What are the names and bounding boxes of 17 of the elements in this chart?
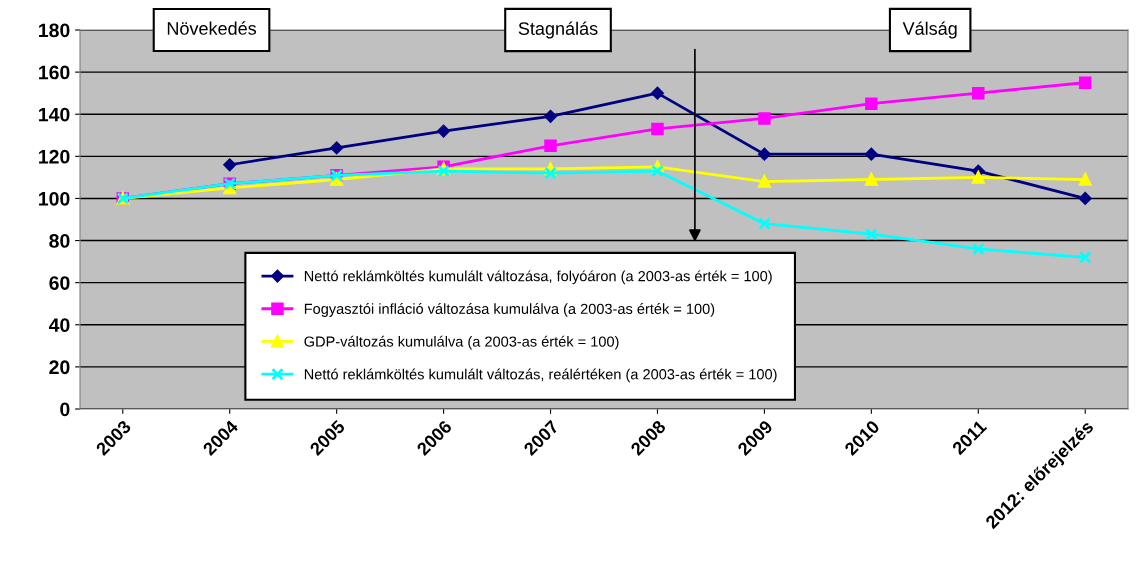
- y-tick-label: 20: [49, 360, 70, 375]
- legend-label: Nettó reklámköltés kumulált változása, folyóáron (a 2003-as érték = 100): [304, 270, 772, 285]
- annotation: Növekedés: [167, 21, 257, 35]
- y-tick-label: 120: [39, 149, 70, 164]
- y-tick-label: 80: [49, 234, 70, 248]
- legend-label: Fogyasztói infláció változása kumulálva (a 2003-as érték = 100): [304, 303, 715, 317]
- y-tick-label: 160: [39, 65, 70, 80]
- y-tick-label: 180: [39, 23, 70, 38]
- y-tick-label: 40: [48, 318, 70, 333]
- y-tick-label: 140: [39, 107, 70, 122]
- y-tick-label: 0: [60, 402, 70, 417]
- y-tick-label: 100: [39, 191, 70, 206]
- annotation: Válság: [902, 21, 957, 39]
- y-tick-label: 60: [49, 276, 70, 290]
- legend-label: GDP-változás kumulálva (a 2003-as érték = 100): [304, 335, 619, 350]
- legend-label: Nettó reklámköltés kumulált változás, reálértéken (a 2003-as érték = 100): [304, 368, 777, 383]
- annotation: Stagnálás: [518, 21, 598, 39]
